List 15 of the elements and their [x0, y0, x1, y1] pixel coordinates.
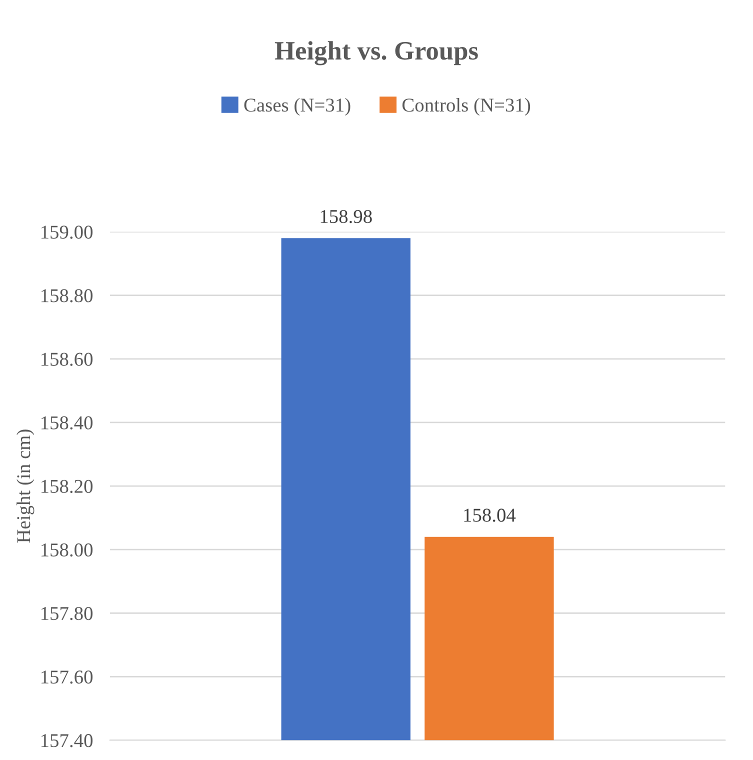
y-tick-label: 158.20 — [42, 480, 93, 494]
legend-label: Cases (N=31) — [244, 98, 350, 116]
y-axis-title: Height (in cm) — [16, 430, 34, 543]
y-tick-label: 157.40 — [42, 734, 93, 748]
data-label: 158.98 — [320, 210, 372, 224]
y-tick-label: 158.80 — [42, 289, 93, 302]
y-tick-label: 157.80 — [42, 606, 93, 620]
y-tick-label: 159.00 — [42, 226, 93, 239]
data-label: 158.04 — [464, 508, 516, 522]
y-tick-label: 158.00 — [42, 543, 93, 557]
chart-title: Height vs. Groups — [274, 41, 478, 66]
y-tick-label: 158.60 — [42, 352, 93, 366]
y-tick-label: 158.40 — [42, 416, 93, 430]
y-tick-label: 157.60 — [42, 670, 93, 684]
legend-label: Controls (N=31) — [402, 98, 530, 116]
